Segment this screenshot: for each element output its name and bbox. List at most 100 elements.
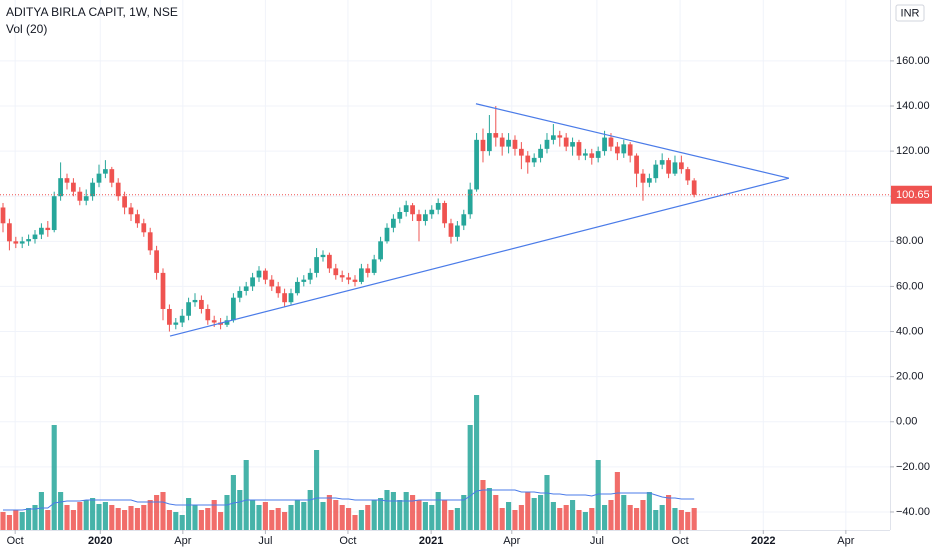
volume-bar	[518, 505, 524, 530]
candle-body	[365, 268, 371, 273]
candle-body	[263, 270, 268, 280]
volume-bar	[525, 492, 531, 530]
candle-body	[416, 214, 422, 222]
volume-bar	[0, 512, 6, 530]
volume-bar	[640, 500, 646, 530]
candle-body	[346, 277, 351, 280]
candle-body	[45, 227, 51, 231]
volume-bar	[442, 500, 448, 530]
candle-body	[499, 137, 505, 147]
x-tick-label: Oct	[672, 535, 689, 547]
candle-body	[595, 151, 601, 158]
volume-bar	[538, 495, 544, 530]
candle-body	[659, 160, 665, 165]
volume-bar	[589, 508, 595, 530]
candle-body	[0, 207, 6, 224]
y-tick-label: 40.00	[896, 325, 924, 337]
candle-body	[282, 293, 287, 303]
volume-bar	[435, 492, 441, 530]
candle-body	[557, 135, 563, 138]
volume-label: Vol (20)	[6, 22, 47, 36]
volume-bar	[467, 425, 473, 530]
currency-box[interactable]	[895, 4, 925, 22]
volume-bar	[83, 500, 89, 530]
candle-body	[122, 196, 127, 208]
volume-bar	[58, 492, 64, 530]
volume-bar	[602, 505, 608, 530]
volume-bar	[365, 505, 371, 530]
candle-body	[327, 254, 332, 269]
candle-body	[448, 223, 454, 237]
candle-body	[71, 182, 76, 192]
volume-bar	[90, 498, 96, 530]
x-tick-label: Jul	[258, 535, 272, 547]
volume-bar	[499, 508, 505, 530]
candle-body	[83, 196, 89, 201]
y-tick-label: 140.00	[896, 100, 930, 112]
volume-bar	[192, 505, 198, 530]
volume-bar	[173, 512, 179, 530]
volume-bar	[109, 505, 115, 530]
trend-line	[169, 177, 790, 337]
volume-bar	[659, 505, 665, 530]
volume-bar	[486, 488, 492, 530]
candle-body	[506, 139, 511, 147]
candle-body	[26, 239, 31, 242]
volume-bar	[160, 492, 166, 530]
volume-bar	[621, 495, 627, 530]
volume-bar	[122, 510, 128, 530]
volume-bar	[77, 502, 83, 530]
candle-body	[32, 234, 38, 240]
y-tick-label: 80.00	[896, 235, 924, 247]
volume-bar	[38, 492, 44, 530]
volume-bar	[294, 500, 300, 530]
candle-body	[634, 155, 639, 174]
volume-bar	[64, 505, 70, 530]
candle-body	[435, 202, 441, 210]
volume-bar	[493, 495, 499, 530]
volume-bar	[352, 515, 358, 530]
candle-body	[224, 320, 230, 325]
candle-body	[627, 144, 633, 156]
candle-body	[672, 162, 678, 174]
candle-body	[691, 180, 697, 195]
volume-bar	[102, 502, 108, 530]
candle-body	[583, 153, 588, 156]
volume-bar	[186, 498, 192, 530]
candle-body	[352, 279, 358, 282]
candle-body	[154, 250, 159, 273]
candle-body	[621, 144, 627, 154]
candle-body	[115, 182, 121, 197]
volume-bar	[320, 502, 326, 530]
volume-bar	[179, 515, 185, 530]
volume-bar	[243, 460, 249, 530]
y-tick-label: 20.00	[896, 371, 924, 383]
volume-bar	[531, 498, 537, 530]
volume-bar	[262, 502, 268, 530]
volume-bar	[51, 425, 57, 530]
candle-body	[135, 214, 140, 224]
volume-bar	[403, 492, 409, 530]
volume-bar	[314, 450, 320, 530]
volume-bar	[576, 510, 582, 530]
volume-bar	[371, 500, 377, 530]
candle-body	[602, 137, 607, 152]
y-tick-label: −20.00	[896, 461, 930, 473]
volume-bar	[26, 508, 32, 530]
candle-body	[359, 268, 364, 282]
volume-bar	[506, 502, 512, 530]
volume-bar	[224, 495, 230, 530]
x-tick-label: Jul	[590, 535, 604, 547]
candle-body	[103, 169, 108, 174]
volume-bar	[275, 508, 281, 530]
candle-body	[179, 315, 185, 323]
candle-body	[160, 272, 166, 309]
candle-body	[128, 207, 134, 215]
volume-bar	[448, 510, 454, 530]
x-tick-label: Apr	[174, 535, 191, 547]
currency[interactable]: INR	[901, 7, 920, 19]
candle-body	[186, 302, 191, 316]
volume-bar	[256, 505, 262, 530]
volume-bar	[326, 495, 332, 530]
y-tick-label: 60.00	[896, 280, 924, 292]
